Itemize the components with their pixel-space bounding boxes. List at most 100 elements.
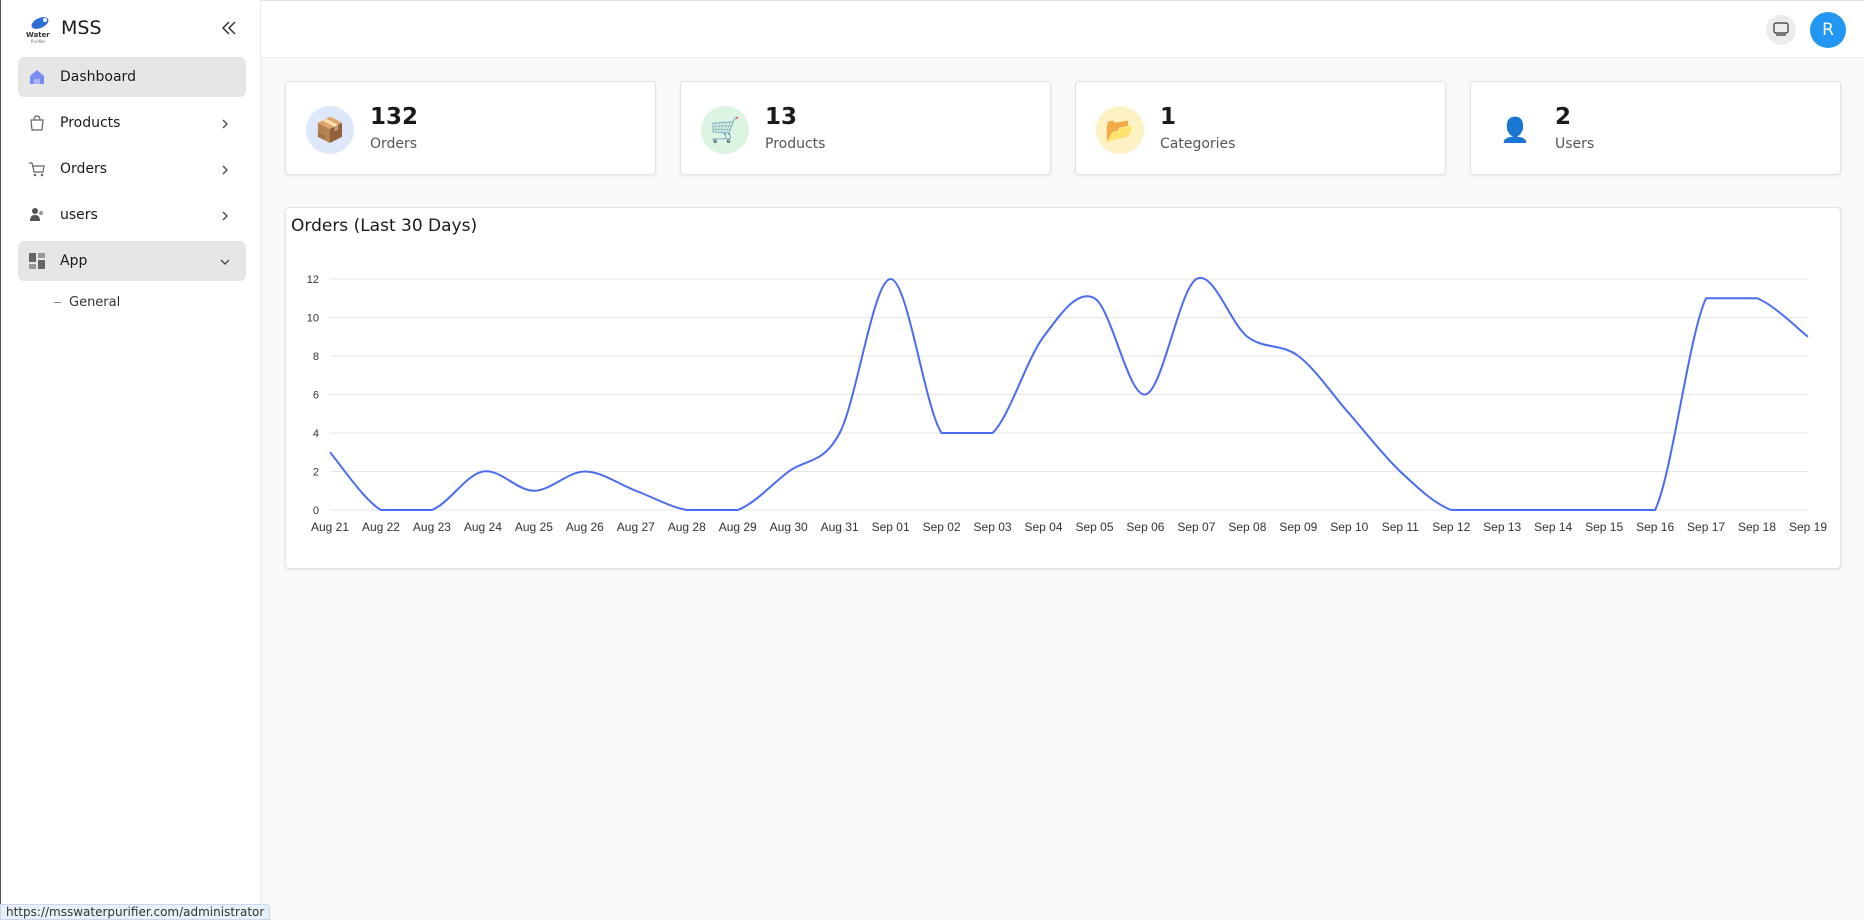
data-point[interactable]	[1804, 333, 1812, 341]
data-point[interactable]	[377, 506, 385, 514]
data-point[interactable]	[632, 487, 640, 495]
y-tick-label: 8	[313, 351, 319, 363]
svg-text:Water: Water	[26, 31, 50, 39]
x-tick-label: Sep 13	[1483, 520, 1521, 534]
data-point[interactable]	[1498, 506, 1506, 514]
data-point[interactable]	[581, 468, 589, 476]
sidebar: Water Purifier MSS Dashboard Products O	[0, 0, 261, 920]
brand-name: MSS	[61, 17, 102, 39]
y-tick-label: 2	[313, 467, 319, 479]
data-point[interactable]	[1040, 333, 1048, 341]
sidebar-item-dashboard[interactable]: Dashboard	[18, 57, 246, 97]
data-point[interactable]	[683, 506, 691, 514]
x-tick-label: Aug 23	[413, 520, 451, 534]
x-tick-label: Aug 24	[464, 520, 502, 534]
data-point[interactable]	[530, 487, 538, 495]
grid-icon	[28, 252, 46, 270]
cart-icon	[28, 160, 46, 178]
sidebar-nav: Dashboard Products Orders users	[18, 57, 246, 317]
x-tick-label: Aug 31	[821, 520, 859, 534]
stat-card-categories: 📂 1 Categories	[1075, 81, 1446, 175]
sidebar-item-label: Dashboard	[60, 69, 136, 85]
x-tick-label: Sep 15	[1585, 520, 1623, 534]
brand-logo: Water Purifier	[25, 14, 53, 44]
x-tick-label: Sep 17	[1687, 520, 1725, 534]
data-point[interactable]	[1702, 294, 1710, 302]
data-point[interactable]	[785, 468, 793, 476]
data-point[interactable]	[1192, 275, 1200, 283]
x-tick-label: Sep 01	[872, 520, 910, 534]
series-line-orders	[329, 276, 1809, 511]
data-point[interactable]	[836, 429, 844, 437]
sidebar-item-label: Orders	[60, 161, 108, 177]
sidebar-item-label: App	[60, 253, 88, 269]
x-tick-label: Sep 02	[923, 520, 961, 534]
brand[interactable]: Water Purifier MSS	[25, 14, 102, 44]
top-header: R	[261, 0, 1864, 58]
sidebar-item-app[interactable]: App	[18, 241, 246, 281]
data-point[interactable]	[1294, 352, 1302, 360]
stat-label: Products	[765, 136, 826, 152]
orders-line-chart: 0 2 4 6 8 10 12 Aug 21 Aug 22 Aug 23 Aug 24 Aug 25 A…	[307, 274, 1828, 534]
shopping-bag-icon	[28, 114, 46, 132]
y-tick-label: 6	[313, 390, 319, 402]
collapse-sidebar-icon[interactable]	[219, 18, 239, 38]
status-bar-url: https://msswaterpurifier.com/administrat…	[0, 904, 271, 920]
x-tick-label: Aug 26	[566, 520, 604, 534]
x-tick-label: Sep 18	[1738, 520, 1776, 534]
data-point[interactable]	[1600, 506, 1608, 514]
x-tick-label: Sep 07	[1177, 520, 1215, 534]
data-point[interactable]	[1345, 410, 1353, 418]
data-point[interactable]	[1396, 468, 1404, 476]
data-point[interactable]	[1243, 333, 1251, 341]
data-point[interactable]	[1090, 294, 1098, 302]
x-tick-label: Aug 27	[617, 520, 655, 534]
chevron-right-icon	[218, 162, 232, 176]
data-point[interactable]	[734, 506, 742, 514]
data-point[interactable]	[989, 429, 997, 437]
chevron-down-icon	[218, 254, 232, 268]
x-tick-label: Aug 22	[362, 520, 400, 534]
y-tick-label: 10	[307, 313, 319, 325]
y-tick-label: 4	[313, 428, 319, 440]
x-tick-label: Aug 21	[311, 520, 349, 534]
data-point[interactable]	[1141, 391, 1149, 399]
avatar[interactable]: R	[1810, 12, 1846, 48]
fullscreen-button[interactable]	[1766, 15, 1796, 45]
sidebar-subitem-general[interactable]: General	[18, 287, 246, 317]
data-point[interactable]	[428, 506, 436, 514]
sidebar-item-users[interactable]: users	[18, 195, 246, 235]
y-tick-label: 12	[307, 274, 319, 286]
x-tick-label: Sep 16	[1636, 520, 1674, 534]
x-tick-label: Sep 14	[1534, 520, 1572, 534]
stat-card-orders: 📦 132 Orders	[285, 81, 656, 175]
orders-chart-card: Orders (Last 30 Days) 0 2 4 6 8 10 12 Aug 21 Aug…	[285, 207, 1841, 569]
data-point[interactable]	[1447, 506, 1455, 514]
data-point[interactable]	[887, 275, 895, 283]
data-point[interactable]	[1549, 506, 1557, 514]
stat-value: 1	[1160, 104, 1177, 130]
chevron-right-icon	[218, 208, 232, 222]
svg-text:Purifier: Purifier	[31, 39, 46, 44]
x-tick-label: Sep 19	[1789, 520, 1827, 534]
sidebar-item-label: Products	[60, 115, 121, 131]
user-icon: 👤	[1491, 106, 1539, 154]
data-point[interactable]	[938, 429, 946, 437]
sidebar-item-orders[interactable]: Orders	[18, 149, 246, 189]
x-tick-label: Sep 06	[1126, 520, 1164, 534]
stat-label: Users	[1555, 136, 1595, 152]
screen-icon	[1773, 21, 1789, 40]
data-point[interactable]	[1753, 294, 1761, 302]
stat-card-users: 👤 2 Users	[1470, 81, 1841, 175]
sidebar-item-label: users	[60, 207, 98, 223]
data-point[interactable]	[1651, 506, 1659, 514]
data-point[interactable]	[326, 448, 334, 456]
x-tick-label: Sep 03	[974, 520, 1012, 534]
stat-value: 13	[765, 104, 798, 130]
data-point[interactable]	[479, 468, 487, 476]
stat-label: Orders	[370, 136, 418, 152]
x-tick-label: Aug 28	[668, 520, 706, 534]
sidebar-item-products[interactable]: Products	[18, 103, 246, 143]
x-tick-label: Aug 25	[515, 520, 553, 534]
x-tick-label: Aug 30	[770, 520, 808, 534]
